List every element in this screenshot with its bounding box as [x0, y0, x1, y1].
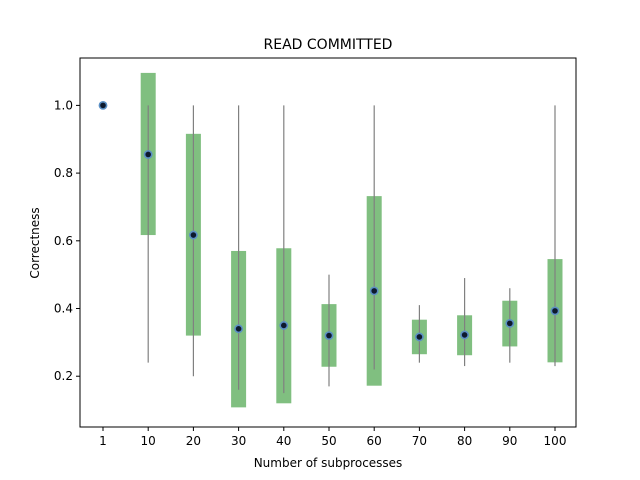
x-axis-label: Number of subprocesses: [254, 456, 403, 470]
mean-point-20: [188, 230, 198, 240]
mean-point-1: [98, 100, 108, 110]
mean-point-100: [550, 306, 560, 316]
mean-markers-layer: [98, 100, 560, 342]
mean-point-40: [279, 321, 289, 330]
mean-point-50: [324, 331, 334, 340]
whiskers-layer: [147, 105, 556, 394]
x-tick-label-60: 60: [367, 434, 382, 448]
mean-point-30: [234, 324, 243, 334]
mean-point-60: [369, 286, 379, 296]
y-tick-label-0.6: 0.6: [54, 234, 73, 248]
mean-point-80: [460, 330, 469, 340]
x-tick-label-20: 20: [186, 434, 201, 448]
mean-point-90: [505, 319, 515, 328]
x-tick-label-40: 40: [276, 434, 291, 448]
x-tick-label-30: 30: [231, 434, 246, 448]
x-tick-label-100: 100: [544, 434, 567, 448]
x-tick-label-70: 70: [412, 434, 427, 448]
x-tick-label-50: 50: [321, 434, 336, 448]
x-tick-label-90: 90: [502, 434, 517, 448]
y-axis-label: Correctness: [28, 207, 42, 278]
x-tick-label-80: 80: [457, 434, 472, 448]
y-tick-label-0.2: 0.2: [54, 369, 73, 383]
x-tick-label-10: 10: [141, 434, 156, 448]
plot-frame: [79, 57, 577, 428]
chart-title: READ COMMITTED: [264, 37, 393, 53]
mean-point-10: [143, 150, 153, 159]
x-tick-label-1: 1: [99, 434, 107, 448]
y-tick-label-0.4: 0.4: [54, 302, 73, 316]
y-tick-label-0.8: 0.8: [54, 166, 73, 180]
mean-point-70: [414, 332, 424, 342]
y-tick-label-1.0: 1.0: [54, 98, 73, 112]
x-axis: 1 10 20 30 40 50 60 70 80 90 100: [99, 427, 566, 448]
y-axis: 0.2 0.4 0.6 0.8 1.0: [54, 98, 80, 383]
